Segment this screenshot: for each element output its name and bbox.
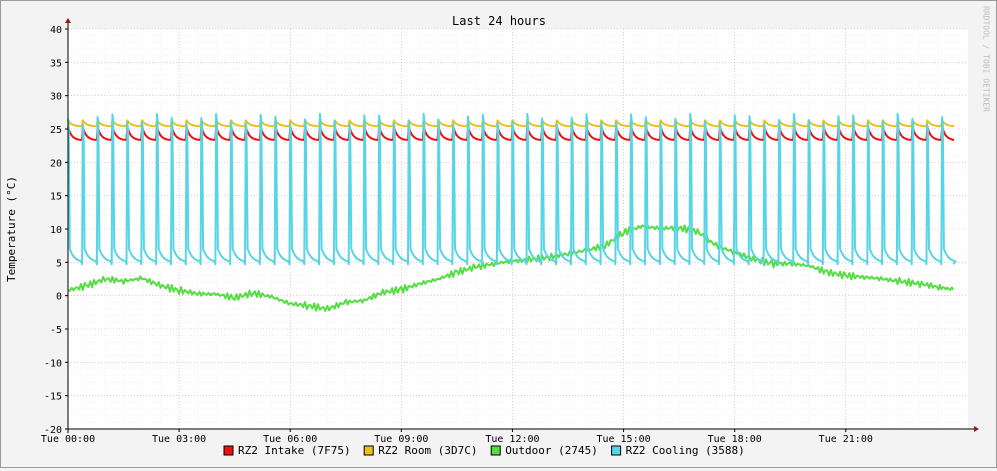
x-tick-label: Tue 03:00 [152,434,206,445]
watermark: RRDTOOL / TOBI OETIKER [982,6,991,112]
x-tick-label: Tue 21:00 [819,434,873,445]
x-tick-label: Tue 06:00 [263,434,317,445]
y-tick-label: -15 [44,392,62,403]
y-tick-labels: 40 35 30 25 20 15 10 5 0 -5 -10 -15 -20 [44,25,62,436]
y-tick-label: 25 [50,125,62,136]
x-tick-label: Tue 15:00 [596,434,650,445]
legend-label: RZ2 Intake (7F75) [238,444,351,457]
axes [65,18,979,433]
y-tick-label: 0 [56,292,62,303]
series-line-4 [67,112,957,266]
x-tick-label: Tue 12:00 [485,434,539,445]
legend-label: RZ2 Room (3D7C) [378,444,477,457]
legend-swatch [223,445,234,456]
legend-label: RZ2 Cooling (3588) [626,444,745,457]
legend-item-2: RZ2 Room (3D7C) [363,444,478,457]
x-tick-labels: Tue 00:00 Tue 03:00 Tue 06:00 Tue 09:00 Tue … [41,434,873,445]
x-tick-label: Tue 09:00 [374,434,428,445]
legend-swatch [490,445,501,456]
y-tick-label: 5 [56,258,62,269]
legend-label: Outdoor (2745) [505,444,598,457]
chart-title: Last 24 hours [452,14,546,28]
series-layer [67,112,957,312]
y-axis-label: Temperature (°C) [5,176,18,282]
x-tick-label: Tue 00:00 [41,434,95,445]
legend-item-3: Outdoor (2745) [490,444,598,457]
y-tick-label: 15 [50,192,62,203]
y-tick-label: 30 [50,92,62,103]
y-tick-label: 40 [50,25,62,36]
y-axis-arrow [65,18,71,23]
legend-item-1: RZ2 Intake (7F75) [223,444,351,457]
legend-item-4: RZ2 Cooling (3588) [611,444,745,457]
y-tick-label: -20 [44,425,62,436]
y-tick-label: 20 [50,158,62,169]
x-tick-label: Tue 18:00 [708,434,762,445]
legend-swatch [363,445,374,456]
legend: RZ2 Intake (7F75) RZ2 Room (3D7C) Outdoor … [223,444,745,457]
y-tick-label: 35 [50,58,62,69]
legend-swatch [611,445,622,456]
y-tick-label: 10 [50,225,62,236]
x-axis-arrow [974,426,979,432]
y-tick-label: -5 [50,325,62,336]
y-tick-label: -10 [44,358,62,369]
